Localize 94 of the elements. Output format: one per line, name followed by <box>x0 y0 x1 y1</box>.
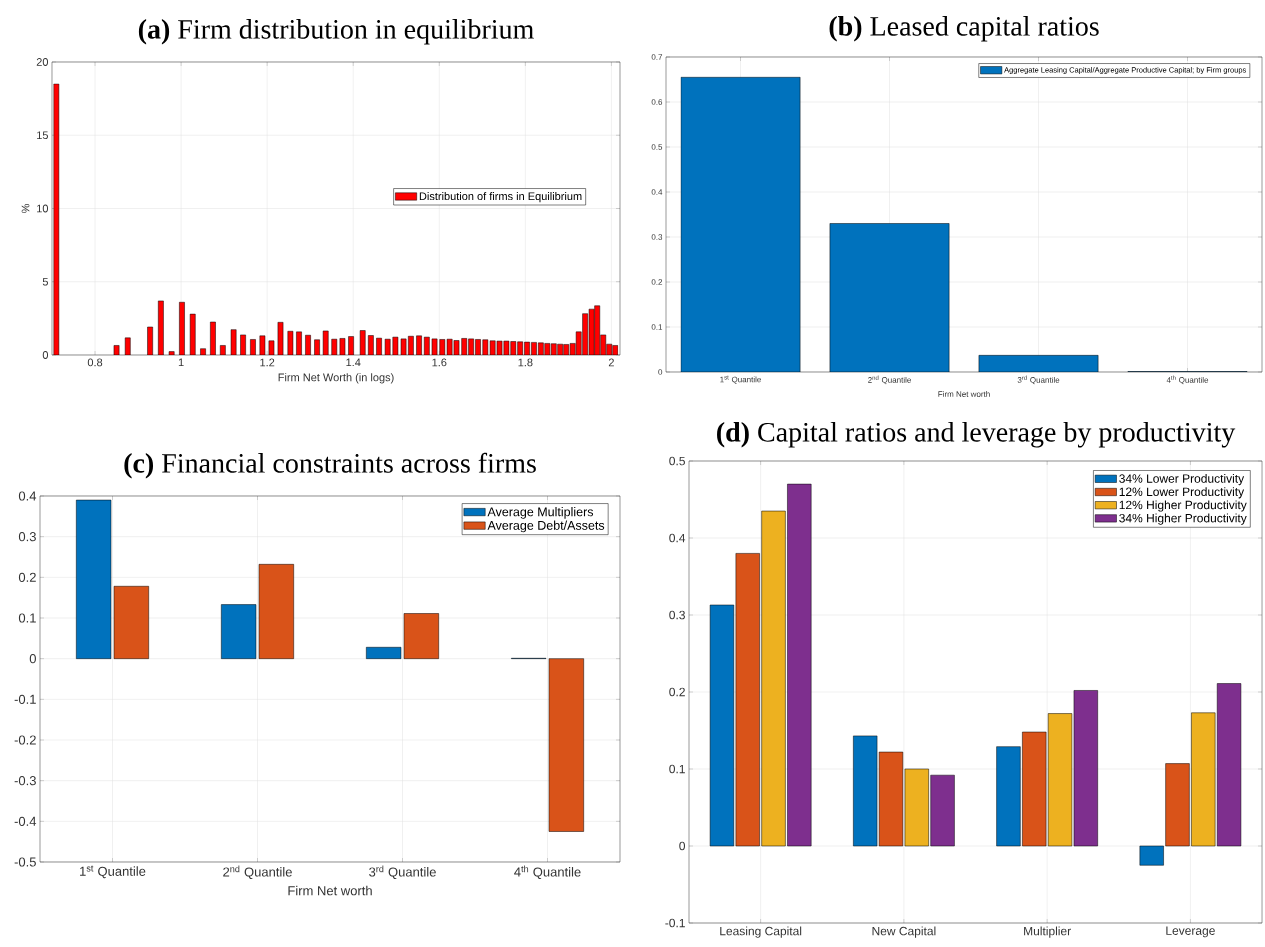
y-tick-label: 0 <box>658 369 663 375</box>
y-tick-label: 0 <box>679 841 686 851</box>
bar <box>296 331 302 355</box>
x-tick-label: 3$^{rd}$ Quantile <box>1017 375 1060 385</box>
chart-title: (a) Firm distribution in equilibrium <box>138 19 534 45</box>
y-tick-label: 0 <box>29 654 36 664</box>
x-axis-title: Firm Net worth <box>288 885 372 896</box>
x-tick-label: New Capital <box>872 926 936 938</box>
y-tick-label: 0.7 <box>651 54 663 60</box>
x-tick-label: 1 <box>178 358 184 367</box>
y-tick-label: 20 <box>36 58 49 66</box>
bar <box>179 302 185 355</box>
legend-label: Distribution of firms in Equilibrium <box>419 192 582 203</box>
y-tick-label: 0.2 <box>18 572 36 582</box>
y-tick-label: 0.3 <box>651 234 663 240</box>
bar <box>376 337 382 355</box>
legend-label: Average Debt/Assets <box>487 520 605 533</box>
bar <box>305 334 311 355</box>
x-tick-label: Leasing Capital <box>720 926 802 938</box>
bar <box>240 334 246 355</box>
y-tick-label: 0.3 <box>669 610 685 620</box>
y-tick-label: 10 <box>37 204 49 213</box>
y-tick-label: -0.3 <box>14 776 36 786</box>
bar <box>53 83 60 355</box>
bar <box>113 345 120 355</box>
y-tick-label: 0.6 <box>651 99 663 105</box>
x-tick-label: Multiplier <box>1024 926 1071 938</box>
y-tick-label: 0.4 <box>18 491 37 501</box>
y-tick-label: -0.2 <box>14 735 36 745</box>
y-tick-label: 0.4 <box>669 533 686 543</box>
y-tick-label: 0.1 <box>651 324 663 330</box>
chart-title: (c) Financial constraints across firms <box>124 452 536 479</box>
y-tick-label: -0.1 <box>665 918 685 928</box>
legend-label: Average Multipliers <box>487 507 594 519</box>
bar <box>124 337 131 355</box>
bar <box>230 329 237 355</box>
bar <box>978 355 1099 372</box>
bar <box>189 313 196 355</box>
legend-label: 34% Lower Productivity <box>1119 474 1245 486</box>
bar <box>322 330 329 355</box>
bar <box>359 330 366 355</box>
bar <box>158 300 164 355</box>
bar <box>829 223 950 372</box>
y-tick-label: 0.1 <box>18 613 36 623</box>
chart-title: (d) Capital ratios and leverage by productivity <box>717 421 1236 448</box>
bar <box>368 335 374 355</box>
x-tick-label: 0.8 <box>87 358 103 367</box>
bar <box>287 331 294 355</box>
y-tick-label: 0.3 <box>18 532 36 542</box>
bar <box>416 335 422 355</box>
y-tick-label: 0.2 <box>651 279 663 285</box>
x-tick-label: 1.2 <box>260 358 275 367</box>
legend-label: 34% Higher Productivity <box>1119 513 1247 525</box>
y-tick-label: 0.1 <box>669 764 685 774</box>
x-axis-title: Firm Net Worth (in logs) <box>278 373 394 384</box>
x-tick-label: 1$^{st}$ Quantile <box>80 865 146 879</box>
x-tick-label: Leverage <box>1166 926 1215 938</box>
y-tick-label: -0.5 <box>14 857 36 867</box>
bar <box>147 326 153 355</box>
y-tick-label: 15 <box>37 131 48 140</box>
y-tick-label: -0.1 <box>14 694 36 704</box>
x-tick-label: 1.6 <box>432 358 447 367</box>
x-tick-label: 3$^{rd}$ Quantile <box>369 865 436 879</box>
legend-label: 12% Higher Productivity <box>1119 500 1247 512</box>
bar <box>250 339 256 355</box>
x-tick-label: 2 <box>608 358 614 367</box>
bar <box>277 322 284 355</box>
y-tick-label: 5 <box>42 277 48 286</box>
bar <box>168 351 175 355</box>
x-tick-label: 1.4 <box>346 358 361 367</box>
y-tick-label: 0.5 <box>669 456 685 466</box>
x-tick-label: 2$^{nd}$ Quantile <box>868 375 911 385</box>
y-tick-label: -0.4 <box>14 816 37 826</box>
bar <box>210 321 216 355</box>
legend-label: 12% Lower Productivity <box>1119 487 1245 499</box>
x-tick-label: 1$^{st}$ Quantile <box>720 375 761 384</box>
chart-title: (b) Leased capital ratios <box>829 16 1099 42</box>
y-axis-title: % <box>21 204 30 213</box>
bar <box>680 76 801 372</box>
x-axis-title: Firm Net worth <box>938 391 990 397</box>
bar <box>200 348 206 355</box>
y-tick-label: 0.2 <box>669 687 685 697</box>
x-tick-label: 1.8 <box>518 358 533 367</box>
y-tick-label: 0.4 <box>651 189 663 195</box>
bar <box>220 345 226 355</box>
bar <box>268 340 275 355</box>
bar <box>348 336 354 355</box>
x-tick-label: 4$^{th}$ Quantile <box>514 865 581 879</box>
bar <box>314 339 320 355</box>
y-tick-label: 0 <box>42 351 49 359</box>
x-tick-label: 2$^{nd}$ Quantile <box>223 865 292 879</box>
x-tick-label: 4$^{th}$ Quantile <box>1166 375 1209 385</box>
y-tick-label: 0.5 <box>651 144 663 150</box>
bar <box>259 335 266 355</box>
